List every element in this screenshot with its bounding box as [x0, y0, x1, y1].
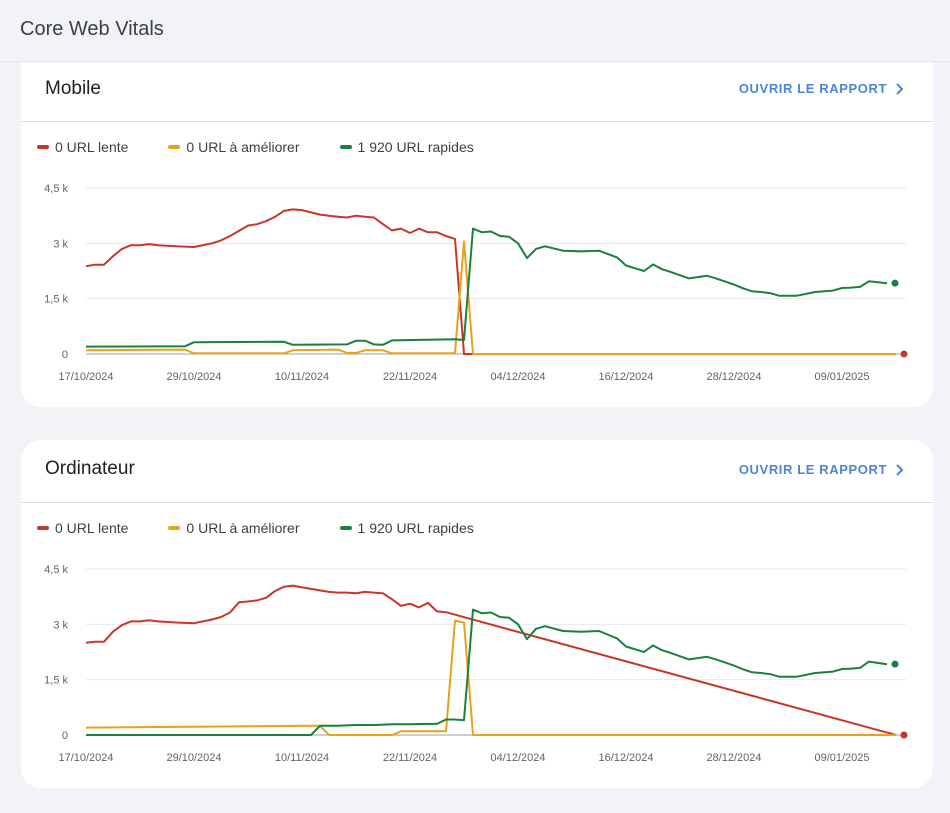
series-endpoint-fast [891, 279, 899, 287]
legend-item-slow[interactable]: 0 URL lente [37, 520, 128, 536]
legend-item-improve[interactable]: 0 URL à améliorer [168, 139, 300, 155]
y-tick-label: 4,5 k [44, 564, 68, 576]
x-tick-label: 04/12/2024 [490, 371, 545, 383]
x-tick-label: 10/11/2024 [275, 371, 329, 383]
legend-swatch-improve [168, 526, 181, 530]
x-tick-label: 16/12/2024 [598, 371, 653, 383]
chevron-right-icon [896, 82, 904, 95]
legend-swatch-fast [339, 145, 352, 149]
x-tick-label: 10/11/2024 [275, 752, 329, 764]
x-tick-label: 22/11/2024 [383, 371, 437, 383]
series-line-fast [86, 608, 888, 736]
legend-label-fast: 1 920 URL rapides [357, 139, 474, 155]
x-tick-label: 28/12/2024 [706, 371, 761, 383]
series-line-slow [85, 584, 897, 736]
top-bar: Core Web Vitals [0, 0, 950, 62]
x-tick-label: 09/01/2025 [814, 752, 869, 764]
x-tick-label: 04/12/2024 [490, 752, 545, 764]
y-tick-label: 1,5 k [44, 294, 68, 306]
series-endpoint-fast [891, 660, 899, 668]
open-report-desktop-button[interactable]: OUVRIR LE RAPPORT [739, 462, 905, 477]
legend-item-improve[interactable]: 0 URL à améliorer [168, 520, 300, 536]
y-tick-label: 0 [62, 349, 68, 361]
x-tick-label: 22/11/2024 [383, 752, 437, 764]
legend-label-improve: 0 URL à améliorer [186, 139, 300, 155]
open-report-label: OUVRIR LE RAPPORT [738, 81, 887, 96]
x-tick-label: 16/12/2024 [598, 752, 653, 764]
y-tick-label: 3 k [53, 619, 68, 631]
series-line-improve [85, 240, 896, 355]
series-endpoint-slow [900, 350, 908, 358]
x-tick-label: 17/10/2024 [58, 752, 113, 764]
x-tick-label: 29/10/2024 [166, 752, 221, 764]
y-tick-label: 1,5 k [44, 675, 68, 687]
card-title-mobile: Mobile [45, 78, 101, 99]
legend-swatch-fast [339, 526, 352, 530]
legend-label-improve: 0 URL à améliorer [186, 520, 300, 536]
series-line-slow [85, 208, 896, 355]
x-tick-label: 28/12/2024 [706, 752, 761, 764]
legend-label-fast: 1 920 URL rapides [357, 520, 474, 536]
card-divider [21, 502, 933, 503]
y-tick-label: 0 [62, 730, 68, 742]
series-endpoint-slow [900, 731, 908, 739]
desktop-chart[interactable]: 0 1,5 k 3 k 4,5 k 17/10/2024 29/10/2024 10/11/… [21, 440, 933, 788]
mobile-card: Mobile OUVRIR LE RAPPORT 0 URL lente 0 U… [21, 62, 933, 407]
legend-item-fast[interactable]: 1 920 URL rapides [339, 139, 474, 155]
legend-label-slow: 0 URL lente [55, 520, 129, 536]
card-title-desktop: Ordinateur [45, 458, 135, 479]
open-report-label: OUVRIR LE RAPPORT [738, 462, 887, 477]
x-tick-label: 29/10/2024 [166, 371, 221, 383]
legend-label-slow: 0 URL lente [55, 139, 129, 155]
legend-swatch-improve [168, 145, 181, 149]
series-line-improve [85, 619, 896, 736]
open-report-mobile-button[interactable]: OUVRIR LE RAPPORT [739, 81, 905, 96]
mobile-chart[interactable]: 0 1,5 k 3 k 4,5 k 17/10/2024 29/10/2024 10/11/… [21, 62, 933, 407]
legend-mobile: 0 URL lente 0 URL à améliorer 1 920 URL … [37, 139, 514, 155]
legend-swatch-slow [37, 526, 49, 530]
legend-item-fast[interactable]: 1 920 URL rapides [339, 520, 474, 536]
series-line-fast [85, 227, 888, 348]
x-tick-label: 17/10/2024 [58, 371, 113, 383]
x-tick-label: 09/01/2025 [814, 371, 869, 383]
page-title: Core Web Vitals [20, 18, 164, 40]
y-tick-label: 4,5 k [44, 183, 68, 195]
legend-item-slow[interactable]: 0 URL lente [37, 139, 128, 155]
legend-desktop: 0 URL lente 0 URL à améliorer 1 920 URL … [37, 520, 514, 536]
legend-swatch-slow [37, 145, 49, 149]
desktop-card: Ordinateur OUVRIR LE RAPPORT 0 URL lente… [21, 440, 933, 788]
card-divider [21, 121, 933, 122]
y-tick-label: 3 k [53, 238, 68, 250]
chevron-right-icon [896, 463, 904, 476]
